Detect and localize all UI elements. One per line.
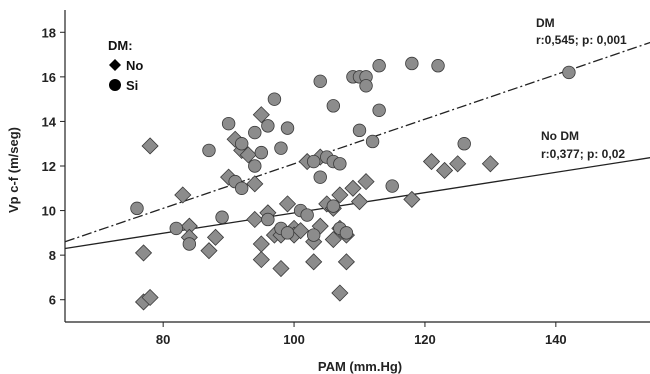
point-si-dm	[267, 92, 282, 106]
legend-title: DM:	[108, 38, 133, 53]
annotation-dm: DM r:0,545; p: 0,001	[536, 16, 627, 47]
point-no-dm	[350, 193, 369, 211]
point-no-dm	[278, 195, 297, 213]
y-tick-label: 18	[42, 25, 56, 40]
legend-label-no: No	[126, 58, 143, 73]
point-si-dm	[359, 79, 373, 93]
y-tick-label: 10	[42, 204, 56, 219]
point-si-dm	[254, 145, 269, 160]
point-no-dm	[331, 284, 349, 302]
point-no-dm	[331, 186, 349, 204]
point-si-dm	[405, 56, 419, 71]
y-tick-label: 16	[42, 70, 56, 85]
point-si-dm	[372, 103, 386, 117]
point-si-dm	[261, 119, 275, 133]
point-si-dm	[248, 159, 262, 173]
point-si-dm	[372, 59, 386, 73]
point-no-dm	[246, 175, 264, 193]
annotation-nodm-title: No DM	[541, 129, 579, 143]
point-si-dm	[365, 134, 380, 149]
point-si-dm	[300, 208, 314, 222]
point-no-dm	[246, 210, 264, 229]
data-points	[130, 56, 576, 311]
y-tick-label: 6	[49, 293, 56, 308]
y-axis-title: Vp c-f (m/seg)	[6, 127, 21, 213]
point-si-dm	[352, 123, 367, 138]
annotation-dm-stats: r:0,545; p: 0,001	[536, 33, 627, 47]
point-si-dm	[221, 116, 236, 131]
point-no-dm	[449, 155, 467, 173]
point-no-dm	[220, 168, 238, 186]
point-si-dm	[202, 143, 216, 158]
point-no-dm	[134, 244, 153, 262]
point-si-dm	[130, 201, 144, 216]
point-no-dm	[141, 288, 159, 307]
point-si-dm	[306, 154, 321, 169]
y-tick-label: 14	[42, 114, 57, 129]
annotation-nodm: No DM r:0,377; p: 0,02	[541, 129, 625, 161]
x-axis-title: PAM (mm.Hg)	[318, 359, 402, 374]
point-no-dm	[206, 228, 225, 246]
point-si-dm	[261, 212, 275, 227]
point-si-dm	[280, 121, 295, 135]
point-si-dm	[234, 181, 249, 195]
point-si-dm	[313, 170, 327, 184]
x-tick-label: 120	[414, 332, 436, 347]
point-si-dm	[215, 210, 229, 224]
point-si-dm	[280, 226, 295, 240]
point-no-dm	[357, 173, 375, 191]
point-si-dm	[326, 199, 341, 213]
point-no-dm	[252, 251, 270, 269]
fit-line-dm	[64, 41, 650, 243]
legend: DM: No Si	[108, 38, 143, 93]
point-si-dm	[182, 237, 197, 251]
point-si-dm	[326, 99, 341, 113]
point-no-dm	[481, 155, 499, 173]
legend-circle-icon	[109, 79, 121, 91]
x-tick-label: 140	[545, 332, 567, 347]
point-si-dm	[385, 179, 399, 193]
point-no-dm	[239, 146, 257, 164]
point-no-dm	[422, 152, 441, 171]
point-no-dm	[200, 242, 218, 260]
point-no-dm	[226, 130, 244, 148]
point-no-dm	[174, 186, 192, 204]
point-si-dm	[431, 59, 445, 73]
point-no-dm	[292, 222, 310, 240]
point-si-dm	[457, 137, 471, 151]
point-si-dm	[339, 226, 354, 240]
point-no-dm	[436, 161, 454, 180]
point-no-dm	[252, 106, 270, 124]
y-tick-label: 12	[42, 159, 56, 174]
point-si-dm	[169, 221, 183, 236]
point-no-dm	[305, 253, 323, 271]
x-tick-label: 100	[283, 332, 305, 347]
point-si-dm	[562, 65, 576, 80]
point-no-dm	[403, 190, 421, 208]
point-no-dm	[272, 259, 290, 278]
point-si-dm	[306, 228, 321, 242]
point-no-dm	[337, 253, 355, 271]
axis-ticks: 80 100 120 140 6 8 10 12 14 16 18	[42, 25, 567, 347]
point-si-dm	[248, 125, 262, 140]
point-no-dm	[344, 179, 362, 197]
x-tick-label: 80	[156, 332, 170, 347]
annotation-dm-title: DM	[536, 16, 555, 30]
legend-label-si: Si	[126, 78, 138, 93]
point-si-dm	[333, 157, 347, 171]
y-tick-label: 8	[49, 248, 56, 263]
legend-diamond-icon	[109, 59, 121, 71]
point-no-dm	[141, 137, 159, 155]
annotation-nodm-stats: r:0,377; p: 0,02	[541, 147, 625, 161]
point-no-dm	[324, 230, 342, 249]
point-si-dm	[274, 141, 288, 155]
point-si-dm	[234, 137, 249, 151]
point-si-dm	[313, 74, 327, 89]
